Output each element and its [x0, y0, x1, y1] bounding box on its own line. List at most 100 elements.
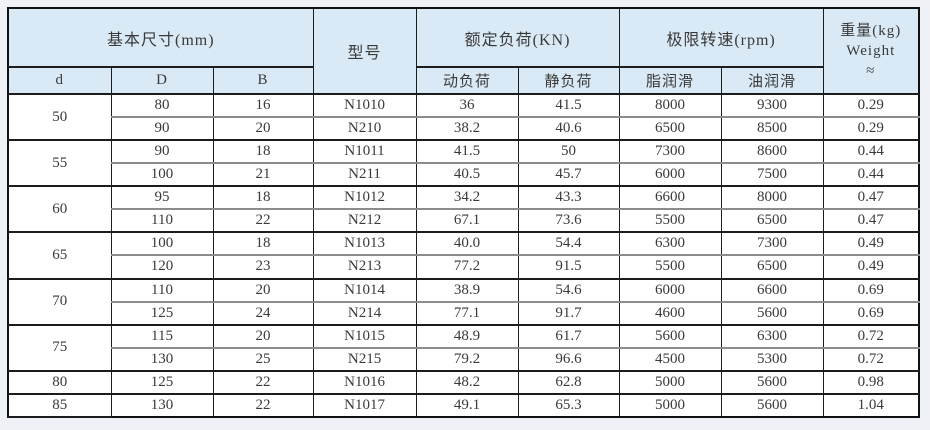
cell-dynamic-load: 36 [415, 92, 519, 118]
table-row: 120 23 N213 77.2 91.5 5500 6500 0.49 [8, 254, 920, 280]
table-row: 60 95 18 N1012 34.2 43.3 6600 8000 0.47 [7, 185, 920, 234]
cell-weight: 0.44 [822, 162, 920, 187]
table-row: 130 25 N215 79.2 96.6 4500 5300 0.72 [8, 346, 920, 372]
cell-D: 115 [110, 323, 214, 349]
cell-d: 70 [7, 277, 112, 326]
cell-weight: 0.69 [822, 277, 920, 303]
bearing-spec-table: 基本尺寸(mm) 型号 额定负荷(KN) 极限转速(rpm) 重量(kg) We… [7, 7, 921, 419]
table-row: 90 20 N210 38.2 40.6 6500 8500 0.29 [8, 116, 920, 141]
header-weight-approx-symbol: ≈ [866, 63, 876, 80]
cell-grease-speed: 5600 [618, 323, 722, 349]
cell-dynamic-load: 48.9 [415, 323, 519, 349]
cell-dynamic-load: 34.2 [415, 185, 519, 210]
cell-oil-speed: 5600 [720, 392, 824, 418]
cell-dynamic-load: 38.2 [415, 116, 519, 141]
header-col-B: B [212, 66, 314, 95]
cell-static-load: 40.6 [517, 116, 620, 141]
cell-dynamic-load: 40.0 [415, 231, 519, 256]
cell-static-load: 50 [517, 139, 620, 164]
cell-B: 22 [212, 392, 314, 418]
cell-B: 20 [212, 277, 314, 303]
table-row: 85 130 22 N1017 49.1 65.3 5000 5600 1.04 [7, 392, 920, 419]
cell-oil-speed: 6500 [720, 254, 824, 280]
cell-D: 90 [110, 139, 214, 164]
cell-static-load: 54.4 [517, 231, 620, 256]
cell-D: 100 [110, 231, 214, 256]
cell-weight: 0.47 [822, 185, 920, 210]
cell-dynamic-load: 79.2 [415, 346, 519, 372]
header-col-static-load: 静负荷 [517, 66, 620, 95]
cell-D: 110 [110, 208, 214, 233]
cell-weight: 0.49 [822, 254, 920, 280]
cell-B: 16 [212, 92, 314, 118]
cell-weight: 0.47 [822, 208, 920, 233]
cell-grease-speed: 5500 [618, 208, 722, 233]
table-body: 50 80 16 N1010 36 41.5 8000 9300 0.29 90 20 N210 38.… [7, 92, 920, 419]
cell-oil-speed: 5600 [720, 300, 824, 326]
header-row-subcolumns: d D B 动负荷 静负荷 脂润滑 油润滑 [7, 66, 919, 95]
cell-weight: 0.72 [822, 346, 920, 372]
cell-B: 20 [212, 116, 314, 141]
cell-oil-speed: 9300 [720, 92, 824, 118]
cell-B: 20 [212, 323, 314, 349]
table-row: 110 22 N212 67.1 73.6 5500 6500 0.47 [8, 208, 920, 233]
cell-d: 55 [7, 139, 112, 188]
cell-model: N1010 [312, 92, 417, 118]
table-row: 70 110 20 N1014 38.9 54.6 6000 6600 0.69 [7, 277, 920, 326]
cell-static-load: 96.6 [517, 346, 620, 372]
cell-weight: 0.98 [822, 369, 920, 395]
table-row: 65 100 18 N1013 40.0 54.4 6300 7300 0.49 [7, 231, 920, 280]
header-col-dynamic-load: 动负荷 [415, 66, 519, 95]
cell-dynamic-load: 49.1 [415, 392, 519, 418]
cell-dynamic-load: 48.2 [415, 369, 519, 395]
cell-grease-speed: 5000 [618, 369, 722, 395]
table-row: 100 21 N211 40.5 45.7 6000 7500 0.44 [8, 162, 920, 187]
cell-D: 125 [110, 300, 214, 326]
cell-D: 125 [110, 369, 214, 395]
table-row: 80 125 22 N1016 48.2 62.8 5000 5600 0.98 [7, 369, 920, 395]
header-col-grease-lubrication: 脂润滑 [618, 66, 722, 95]
cell-grease-speed: 5500 [618, 254, 722, 280]
cell-d: 60 [7, 185, 112, 234]
cell-model: N1017 [312, 392, 417, 418]
cell-D: 95 [110, 185, 214, 210]
cell-dynamic-load: 38.9 [415, 277, 519, 303]
cell-B: 25 [212, 346, 314, 372]
cell-oil-speed: 5600 [720, 369, 824, 395]
cell-oil-speed: 8600 [720, 139, 824, 164]
cell-model: N1014 [312, 277, 417, 303]
cell-oil-speed: 6300 [720, 323, 824, 349]
cell-model: N212 [312, 208, 417, 233]
cell-weight: 0.72 [822, 323, 920, 349]
cell-model: N215 [312, 346, 417, 372]
cell-model: N214 [312, 300, 417, 326]
cell-oil-speed: 7500 [720, 162, 824, 187]
cell-B: 22 [212, 208, 314, 233]
cell-dynamic-load: 40.5 [415, 162, 519, 187]
cell-static-load: 62.8 [517, 369, 620, 395]
cell-oil-speed: 5300 [720, 346, 824, 372]
cell-dynamic-load: 77.2 [415, 254, 519, 280]
cell-weight: 1.04 [822, 392, 920, 418]
cell-model: N1013 [312, 231, 417, 256]
cell-d: 75 [7, 323, 112, 372]
cell-D: 110 [110, 277, 214, 303]
cell-d: 85 [7, 392, 112, 419]
cell-grease-speed: 6500 [618, 116, 722, 141]
cell-grease-speed: 6300 [618, 231, 722, 256]
table-row: 55 90 18 N1011 41.5 50 7300 8600 0.44 [7, 139, 920, 188]
header-col-D: D [110, 66, 214, 95]
header-limit-speed: 极限转速(rpm) [618, 7, 824, 68]
cell-oil-speed: 8000 [720, 185, 824, 210]
header-col-oil-lubrication: 油润滑 [720, 66, 824, 95]
cell-static-load: 61.7 [517, 323, 620, 349]
cell-grease-speed: 5000 [618, 392, 722, 418]
cell-grease-speed: 4600 [618, 300, 722, 326]
cell-model: N210 [312, 116, 417, 141]
cell-B: 23 [212, 254, 314, 280]
cell-weight: 0.49 [822, 231, 920, 256]
header-rated-load: 额定负荷(KN) [415, 7, 620, 68]
cell-static-load: 91.5 [517, 254, 620, 280]
cell-weight: 0.29 [822, 116, 920, 141]
